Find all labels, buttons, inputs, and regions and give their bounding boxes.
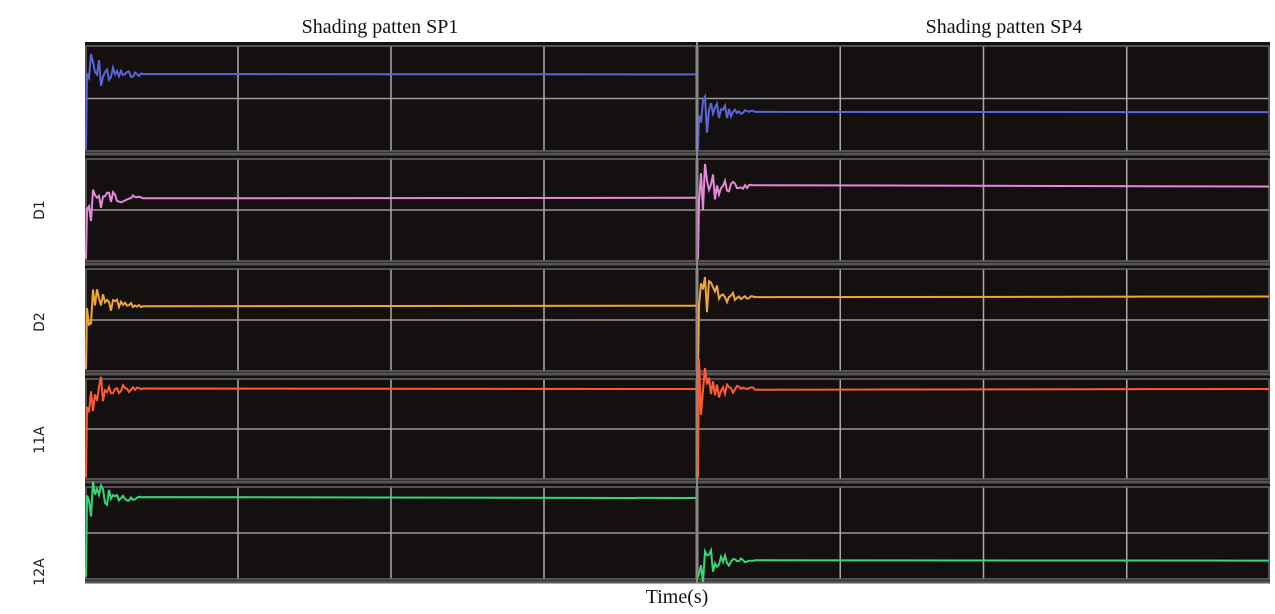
scope-traces [0, 0, 1275, 614]
scope-background [85, 42, 1270, 583]
figure: Shading patten SP1 Shading patten SP4 D1… [0, 0, 1275, 614]
